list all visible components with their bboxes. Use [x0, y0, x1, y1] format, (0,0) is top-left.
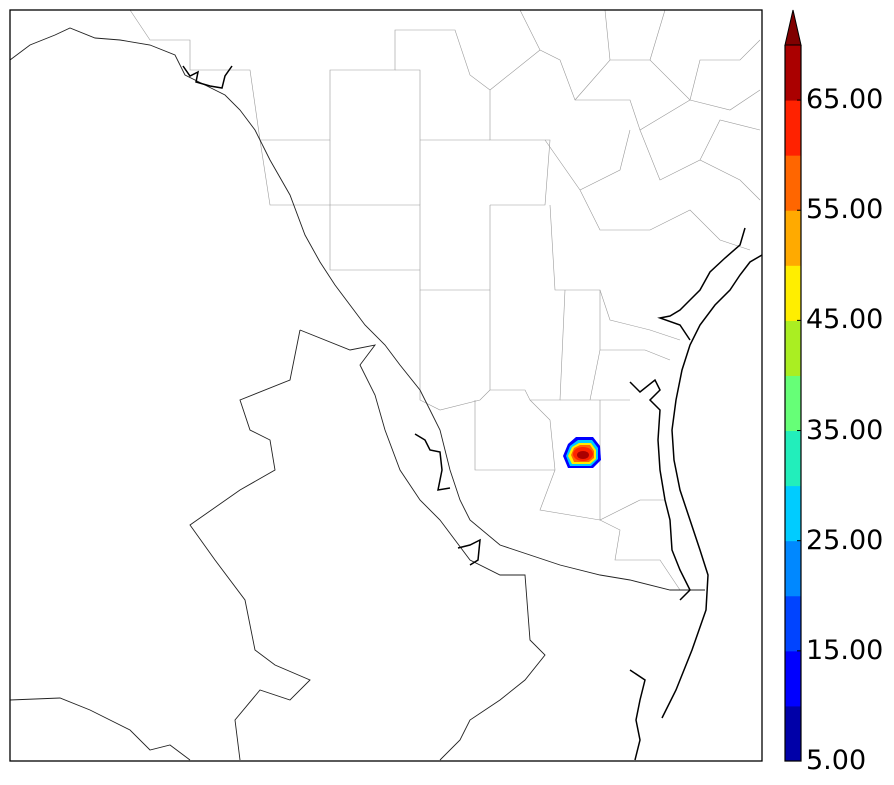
colorbar-band: [785, 45, 801, 101]
colorbar-band: [785, 595, 801, 652]
colorbar-band: [785, 100, 801, 156]
colorbar-tick-label: 5.00: [806, 745, 867, 776]
colorbar-tick-label: 15.00: [806, 634, 884, 666]
map-plot-area: [9, 9, 763, 762]
colorbar-tick-label: 45.00: [806, 304, 884, 336]
state-boundaries: [9, 27, 705, 761]
colorbar-band: [785, 430, 801, 487]
colorbar-extend-arrow: [784, 9, 802, 46]
colorbar-band: [785, 320, 801, 376]
colorbar-tick-label: 35.00: [806, 414, 884, 446]
colorbar-band: [785, 265, 801, 321]
colorbar-band: [785, 540, 801, 597]
colorbar-tick-label: 25.00: [806, 524, 884, 556]
colorbar-tick-label: 65.00: [806, 84, 884, 116]
colorbar-band: [785, 650, 801, 707]
colorbar-band: [785, 705, 801, 762]
colorbar-outline: [784, 45, 802, 762]
coastline: [182, 65, 763, 761]
colorbar-band: [785, 375, 801, 432]
colorbar-band: [785, 155, 801, 211]
county-boundaries: [129, 9, 761, 591]
colorbar-tick-label: 55.00: [806, 194, 884, 226]
colorbar-band: [785, 210, 801, 266]
map-border: [9, 9, 763, 762]
colorbar-band: [785, 485, 801, 542]
reflectivity-cell: [563, 437, 601, 468]
colorbar: [784, 9, 802, 762]
